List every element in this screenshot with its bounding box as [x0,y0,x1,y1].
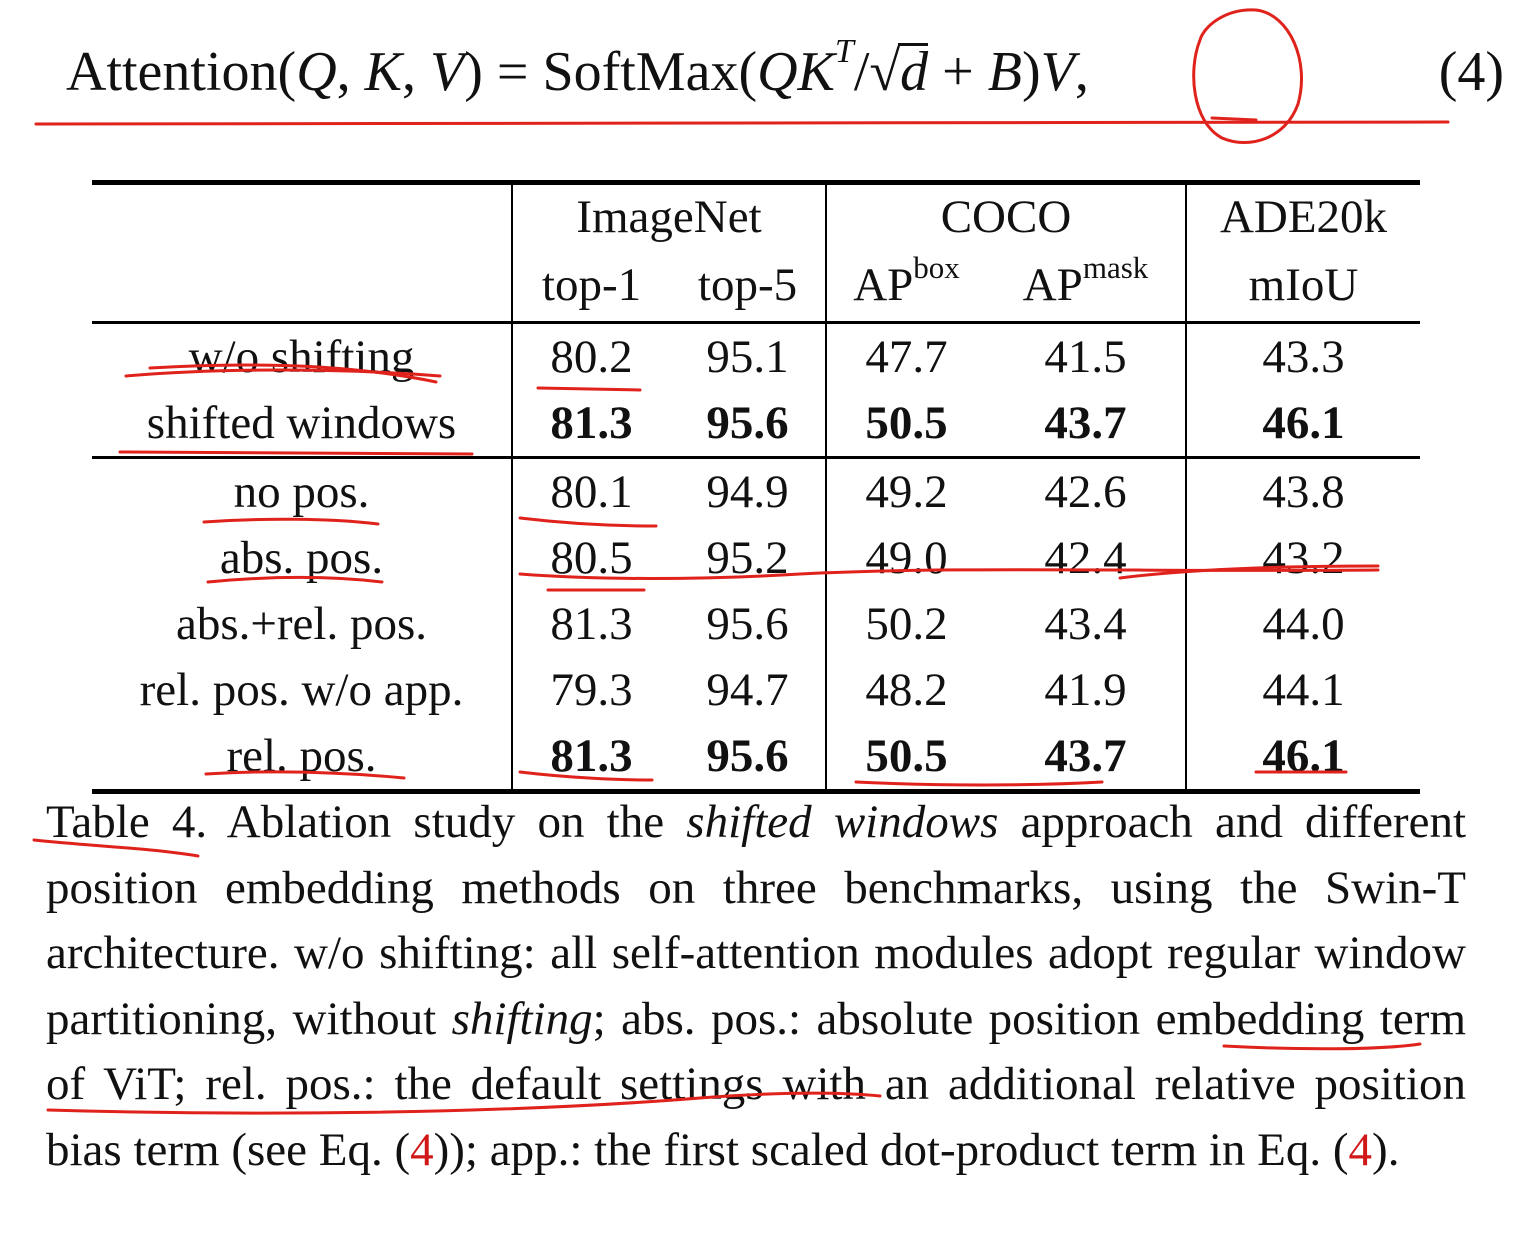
cell-apbox: 49.0 [825,525,986,591]
eq-slash-sqrt: /√ [853,41,901,103]
row-label: abs.+rel. pos. [175,598,428,650]
eq-q: Q [296,41,337,103]
eq-v: V [430,41,465,103]
row-label: w/o shifting [92,321,512,390]
metric-apmask-base: AP [1022,259,1083,311]
equation-reference-link[interactable]: 4 [410,1123,434,1176]
metric-apbox: APbox [825,249,986,323]
attention-equation: Attention(Q, K, V) = SoftMax(QKT/√d + B)… [66,22,1506,122]
eq-close: ) [1021,41,1041,103]
metric-top5: top-5 [697,259,798,311]
cell-apbox: 49.2 [825,456,986,525]
cell-top5: 95.2 [706,532,789,584]
cell-top5: 94.9 [670,456,826,525]
cell-top1: 81.3 [511,390,670,458]
metric-top1: top-1 [511,249,670,323]
header-row-metrics: top-1 top-5 APbox APmask mIoU [92,249,1420,323]
cell-miou: 44.1 [1185,657,1420,723]
caption-part: ; abs. pos.: absolute position embedding… [46,992,1466,1176]
eq-comma1: , [336,41,365,103]
cell-top1: 81.3 [511,723,670,794]
cell-top1: 80.2 [511,321,670,390]
metric-apmask-sup: mask [1082,250,1149,285]
cell-apbox: 50.5 [825,723,986,794]
cell-top5: 95.6 [706,598,789,650]
cell-miou: 46.1 [1185,390,1420,458]
caption-part: ). [1372,1123,1400,1176]
cell-apmask: 42.4 [1044,532,1127,584]
cell-apbox: 47.7 [825,321,986,390]
header-row-groups: ImageNet COCO ADE20k [92,180,1420,249]
cell-apmask: 42.6 [986,456,1186,525]
equation-number: (4) [1438,41,1504,103]
cell-top1: 79.3 [511,657,670,723]
eq-transpose: T [834,33,854,70]
metric-apmask: APmask [986,249,1186,323]
caption-part: Table 4. Ablation study on the [46,796,687,848]
metric-apbox-base: AP [853,259,914,311]
metric-apbox-sup: box [913,250,960,285]
eq-prefix: Attention( [66,41,297,103]
cell-apbox: 48.2 [825,657,986,723]
group-coco: COCO [825,180,1186,249]
row-label: shifted windows [146,397,457,449]
eq-v2: V [1040,41,1075,103]
row-label: abs. pos. [219,532,384,584]
table-row: abs. pos. 80.5 95.2 49.0 42.4 43.2 [92,525,1420,591]
ablation-table: ImageNet COCO ADE20k top-1 top-5 APbox A… [92,180,1420,794]
eq-qk: QK [757,41,835,103]
cell-top1: 80.5 [511,525,670,591]
eq-tail: , [1074,41,1089,103]
table-row: abs.+rel. pos. 81.3 95.6 50.2 43.4 44.0 [92,591,1420,657]
table-caption: Table 4. Ablation study on the shifted w… [46,790,1466,1183]
row-label: rel. pos. [92,723,512,794]
cell-top5: 95.1 [670,321,826,390]
header-empty [92,180,512,249]
metric-miou: mIoU [1185,249,1420,323]
cell-apmask: 43.7 [1044,397,1127,449]
cell-apmask: 43.4 [1044,598,1127,650]
cell-apmask: 41.9 [1044,664,1127,716]
table-row: rel. pos. w/o app. 79.3 94.7 48.2 41.9 4… [92,657,1420,723]
eq-mid: ) = SoftMax( [464,41,758,103]
equation-reference-link[interactable]: 4 [1348,1123,1373,1176]
cell-top1: 80.1 [511,456,670,525]
cell-apbox: 50.5 [825,390,986,458]
cell-top5: 94.7 [706,664,789,716]
cell-miou: 46.1 [1185,723,1420,794]
group-imagenet: ImageNet [511,180,826,249]
cell-top5: 95.6 [706,397,789,449]
cell-miou: 43.3 [1185,321,1420,390]
table-row: rel. pos. 81.3 95.6 50.5 43.7 46.1 [92,723,1420,794]
table-row: shifted windows 81.3 95.6 50.5 43.7 46.1 [92,390,1420,458]
cell-miou: 43.2 [1185,525,1420,591]
cell-miou: 44.0 [1185,591,1420,657]
cell-top1: 81.3 [511,591,670,657]
cell-top5: 95.6 [670,723,826,794]
caption-italic-shifting: shifting [451,992,593,1045]
eq-d: d [898,41,929,103]
cell-apmask: 43.7 [986,723,1186,794]
group-ade20k: ADE20k [1185,180,1420,249]
eq-b: B [987,41,1022,103]
header-empty-2 [92,249,512,323]
caption-part: )); app.: the first scaled dot-product t… [433,1123,1349,1176]
caption-part: approach and different position embeddin… [46,796,1467,1045]
eq-k: K [364,41,402,103]
cell-apmask: 41.5 [986,321,1186,390]
eq-comma2: , [402,41,430,103]
cell-apbox: 50.2 [825,591,986,657]
row-label: no pos. [92,456,512,525]
table-row: w/o shifting 80.2 95.1 47.7 41.5 43.3 [92,321,1420,390]
caption-italic-shifted-windows: shifted windows [686,796,999,848]
table-row: no pos. 80.1 94.9 49.2 42.6 43.8 [92,456,1420,525]
eq-plus: + [928,41,988,103]
row-label: rel. pos. w/o app. [139,664,464,716]
cell-miou: 43.8 [1185,456,1420,525]
equation-underline [34,120,1450,126]
